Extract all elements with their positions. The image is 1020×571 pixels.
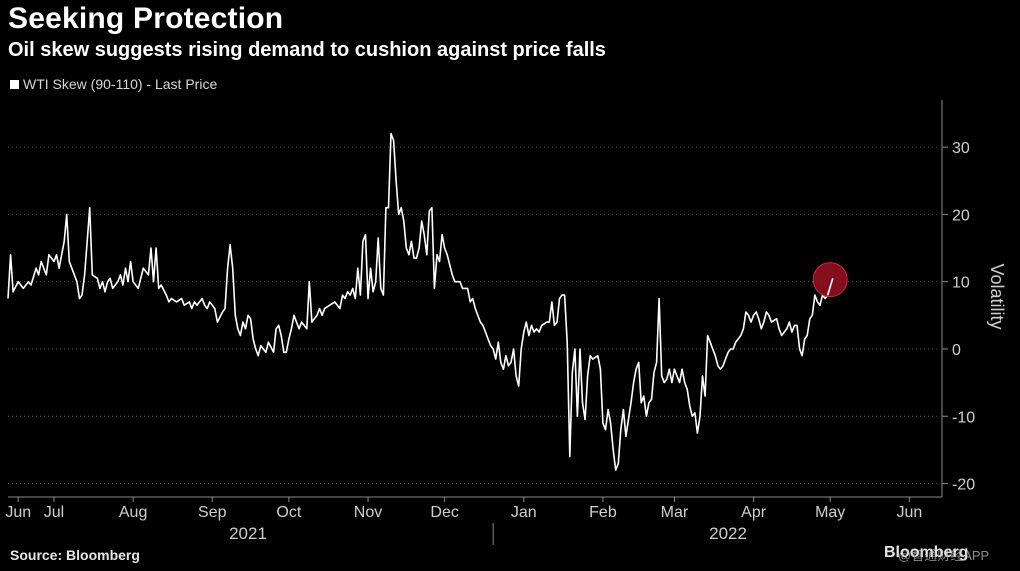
x-tick-label: May [815, 504, 845, 521]
x-tick-label: Jun [5, 504, 31, 521]
grid-lines [8, 146, 940, 485]
x-tick-label: Apr [741, 504, 767, 521]
y-tick-label: 30 [952, 140, 970, 157]
y-tick-label: -20 [952, 477, 975, 494]
series-line-wti-skew [7, 132, 834, 471]
source-note: Source: Bloomberg [10, 547, 140, 563]
x-tick-label: Mar [661, 504, 689, 521]
y-tick-label: 0 [952, 342, 961, 359]
series-group [7, 132, 834, 471]
legend-swatch [10, 79, 19, 89]
y-axis: 30 20 10 0 -10 -20 Volatility [941, 100, 1007, 497]
highlight-group [812, 262, 848, 298]
x-tick-label: Nov [354, 504, 382, 521]
x-tick-label: Feb [589, 504, 617, 521]
series-line-tail [826, 278, 834, 296]
x-axis: Jun Jul Aug Sep Oct Nov Dec Jan Feb Mar Apr May Jun 2… [5, 496, 942, 545]
x-tick-label: Dec [430, 504, 458, 521]
chart-title: Seeking Protection [8, 2, 284, 35]
legend: WTI Skew (90-110) - Last Price [10, 76, 217, 92]
legend-label: WTI Skew (90-110) - Last Price [23, 76, 218, 92]
x-tick-label: Jan [511, 504, 537, 521]
x-tick-label: Sep [198, 504, 227, 521]
x-tick-label: Jun [896, 504, 922, 521]
year-label: 2022 [709, 524, 747, 543]
x-tick-label: Oct [276, 504, 301, 521]
y-axis-label: Volatility [987, 263, 1007, 329]
watermark: @智通财经APP [898, 548, 990, 563]
y-tick-label: 20 [952, 207, 970, 224]
x-tick-label: Jul [44, 504, 64, 521]
x-tick-label: Aug [119, 504, 147, 521]
chart-subtitle: Oil skew suggests rising demand to cushi… [8, 39, 606, 61]
y-tick-label: 10 [952, 275, 970, 292]
y-tick-label: -10 [952, 409, 975, 426]
year-label: 2021 [229, 524, 267, 543]
latest-value-marker [812, 262, 848, 298]
brand-logo: Bloomberg [884, 544, 969, 561]
